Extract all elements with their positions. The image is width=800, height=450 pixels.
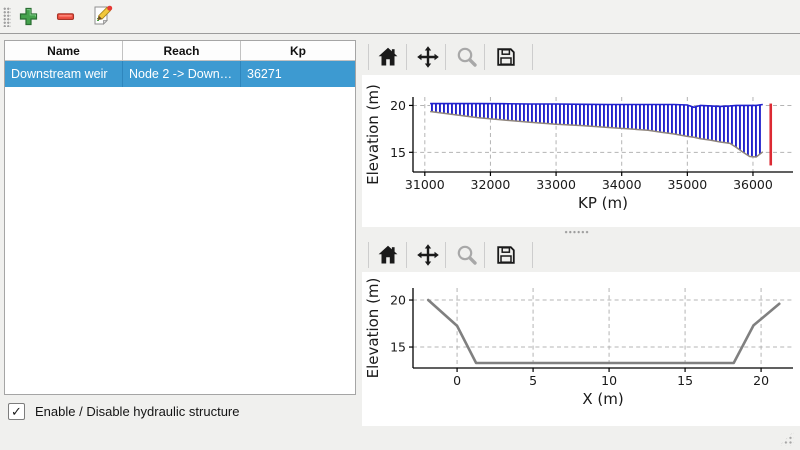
longitudinal-profile-plot-canvas[interactable]: 31000 32000 33000 34000 35000 36000 15 20 KP (m)… <box>362 75 800 227</box>
toolbar-separator <box>368 242 369 268</box>
pan-arrows-icon <box>417 46 439 68</box>
svg-text:20: 20 <box>390 293 406 308</box>
plot1-pan-button[interactable] <box>414 43 442 71</box>
svg-text:5: 5 <box>529 373 537 388</box>
enable-structure-checkbox[interactable]: ✓ <box>8 403 25 420</box>
column-header-kp[interactable]: Kp <box>240 41 355 60</box>
edit-structure-button[interactable] <box>88 2 116 30</box>
save-floppy-icon <box>497 48 515 66</box>
toolbar-drag-handle[interactable] <box>3 7 11 27</box>
svg-text:Elevation (m): Elevation (m) <box>364 84 382 185</box>
toolbar-separator <box>368 44 369 70</box>
column-header-reach[interactable]: Reach <box>122 41 240 60</box>
window-resize-grip[interactable] <box>779 431 794 446</box>
toolbar-separator <box>532 44 533 70</box>
svg-text:36000: 36000 <box>733 177 773 192</box>
table-header-row: Name Reach Kp <box>5 41 355 61</box>
plot2-pan-button[interactable] <box>414 241 442 269</box>
plot1-save-button[interactable] <box>492 43 520 71</box>
toolbar-separator <box>406 44 407 70</box>
svg-text:20: 20 <box>390 98 406 113</box>
plus-icon <box>19 7 37 25</box>
svg-text:X (m): X (m) <box>582 390 623 408</box>
cell-structure-reach: Node 2 -> Down… <box>122 61 240 87</box>
plot2-home-button[interactable] <box>374 241 402 269</box>
zoom-magnifier-icon <box>457 245 477 265</box>
pan-arrows-icon <box>417 244 439 266</box>
svg-text:0: 0 <box>453 373 461 388</box>
svg-text:32000: 32000 <box>471 177 511 192</box>
minus-icon <box>56 12 74 20</box>
enable-structure-checkbox-row: ✓ Enable / Disable hydraulic structure <box>8 403 240 420</box>
svg-text:10: 10 <box>601 373 617 388</box>
enable-structure-checkbox-label: Enable / Disable hydraulic structure <box>35 404 240 419</box>
column-header-name[interactable]: Name <box>47 43 80 58</box>
plot2-zoom-button[interactable] <box>453 241 481 269</box>
add-structure-button[interactable] <box>14 2 42 30</box>
svg-text:KP (m): KP (m) <box>578 194 628 212</box>
structures-table: Name Reach Kp Downstream weir Node 2 -> … <box>4 40 356 395</box>
main-toolbar <box>0 0 800 34</box>
panel-splitter-handle[interactable] <box>564 230 590 235</box>
profile-plot-toolbar <box>362 40 800 75</box>
svg-text:15: 15 <box>390 145 406 160</box>
cross-section-plot-canvas[interactable]: 0 5 10 15 20 15 20 X (m) Elevation (m) <box>362 272 800 426</box>
cell-structure-name: Downstream weir <box>11 67 108 81</box>
edit-document-icon <box>94 5 113 25</box>
svg-text:34000: 34000 <box>602 177 642 192</box>
save-floppy-icon <box>497 246 515 264</box>
svg-text:31000: 31000 <box>405 177 445 192</box>
table-row-selected[interactable]: Downstream weir Node 2 -> Down… 36271 <box>5 61 355 87</box>
home-icon <box>378 245 398 264</box>
toolbar-separator <box>484 242 485 268</box>
toolbar-separator <box>484 44 485 70</box>
home-icon <box>378 47 398 66</box>
toolbar-separator <box>406 242 407 268</box>
cross-section-plot-toolbar <box>362 238 800 272</box>
svg-text:15: 15 <box>390 340 406 355</box>
svg-text:20: 20 <box>753 373 769 388</box>
svg-text:Elevation (m): Elevation (m) <box>364 278 382 379</box>
toolbar-separator <box>445 242 446 268</box>
svg-text:35000: 35000 <box>667 177 707 192</box>
toolbar-separator <box>532 242 533 268</box>
zoom-magnifier-icon <box>457 47 477 67</box>
toolbar-separator <box>445 44 446 70</box>
plot1-home-button[interactable] <box>374 43 402 71</box>
svg-text:33000: 33000 <box>536 177 576 192</box>
cell-structure-kp: 36271 <box>240 61 355 87</box>
plot1-zoom-button[interactable] <box>453 43 481 71</box>
svg-text:15: 15 <box>677 373 693 388</box>
plot2-save-button[interactable] <box>492 241 520 269</box>
remove-structure-button[interactable] <box>51 2 79 30</box>
